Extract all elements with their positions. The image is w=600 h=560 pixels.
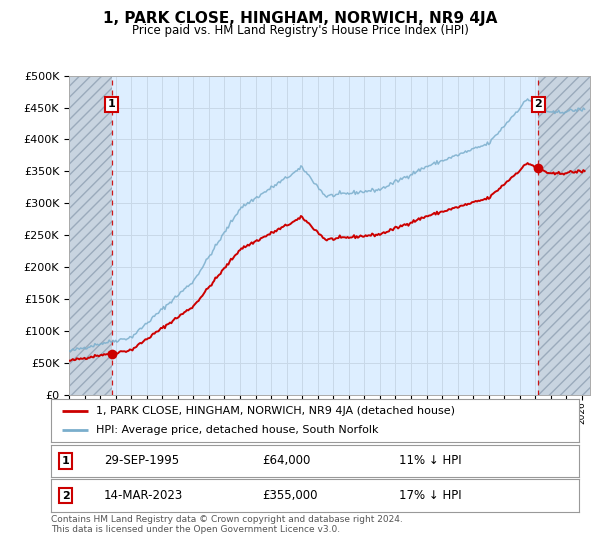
- Text: Price paid vs. HM Land Registry's House Price Index (HPI): Price paid vs. HM Land Registry's House …: [131, 24, 469, 36]
- Text: 29-SEP-1995: 29-SEP-1995: [104, 454, 179, 468]
- Text: Contains HM Land Registry data © Crown copyright and database right 2024.
This d: Contains HM Land Registry data © Crown c…: [51, 515, 403, 534]
- Text: 11% ↓ HPI: 11% ↓ HPI: [400, 454, 462, 468]
- Text: 1, PARK CLOSE, HINGHAM, NORWICH, NR9 4JA (detached house): 1, PARK CLOSE, HINGHAM, NORWICH, NR9 4JA…: [96, 406, 455, 416]
- Bar: [69, 76, 112, 395]
- Bar: [538, 76, 590, 395]
- Text: 2: 2: [535, 99, 542, 109]
- Bar: [69, 76, 112, 395]
- Text: £64,000: £64,000: [262, 454, 311, 468]
- Text: HPI: Average price, detached house, South Norfolk: HPI: Average price, detached house, Sout…: [96, 425, 379, 435]
- Text: 17% ↓ HPI: 17% ↓ HPI: [400, 489, 462, 502]
- Text: 1: 1: [108, 99, 116, 109]
- Text: 2: 2: [62, 491, 70, 501]
- Text: 1: 1: [62, 456, 70, 466]
- Text: £355,000: £355,000: [262, 489, 318, 502]
- Text: 1, PARK CLOSE, HINGHAM, NORWICH, NR9 4JA: 1, PARK CLOSE, HINGHAM, NORWICH, NR9 4JA: [103, 11, 497, 26]
- Text: 14-MAR-2023: 14-MAR-2023: [104, 489, 183, 502]
- Bar: [538, 76, 590, 395]
